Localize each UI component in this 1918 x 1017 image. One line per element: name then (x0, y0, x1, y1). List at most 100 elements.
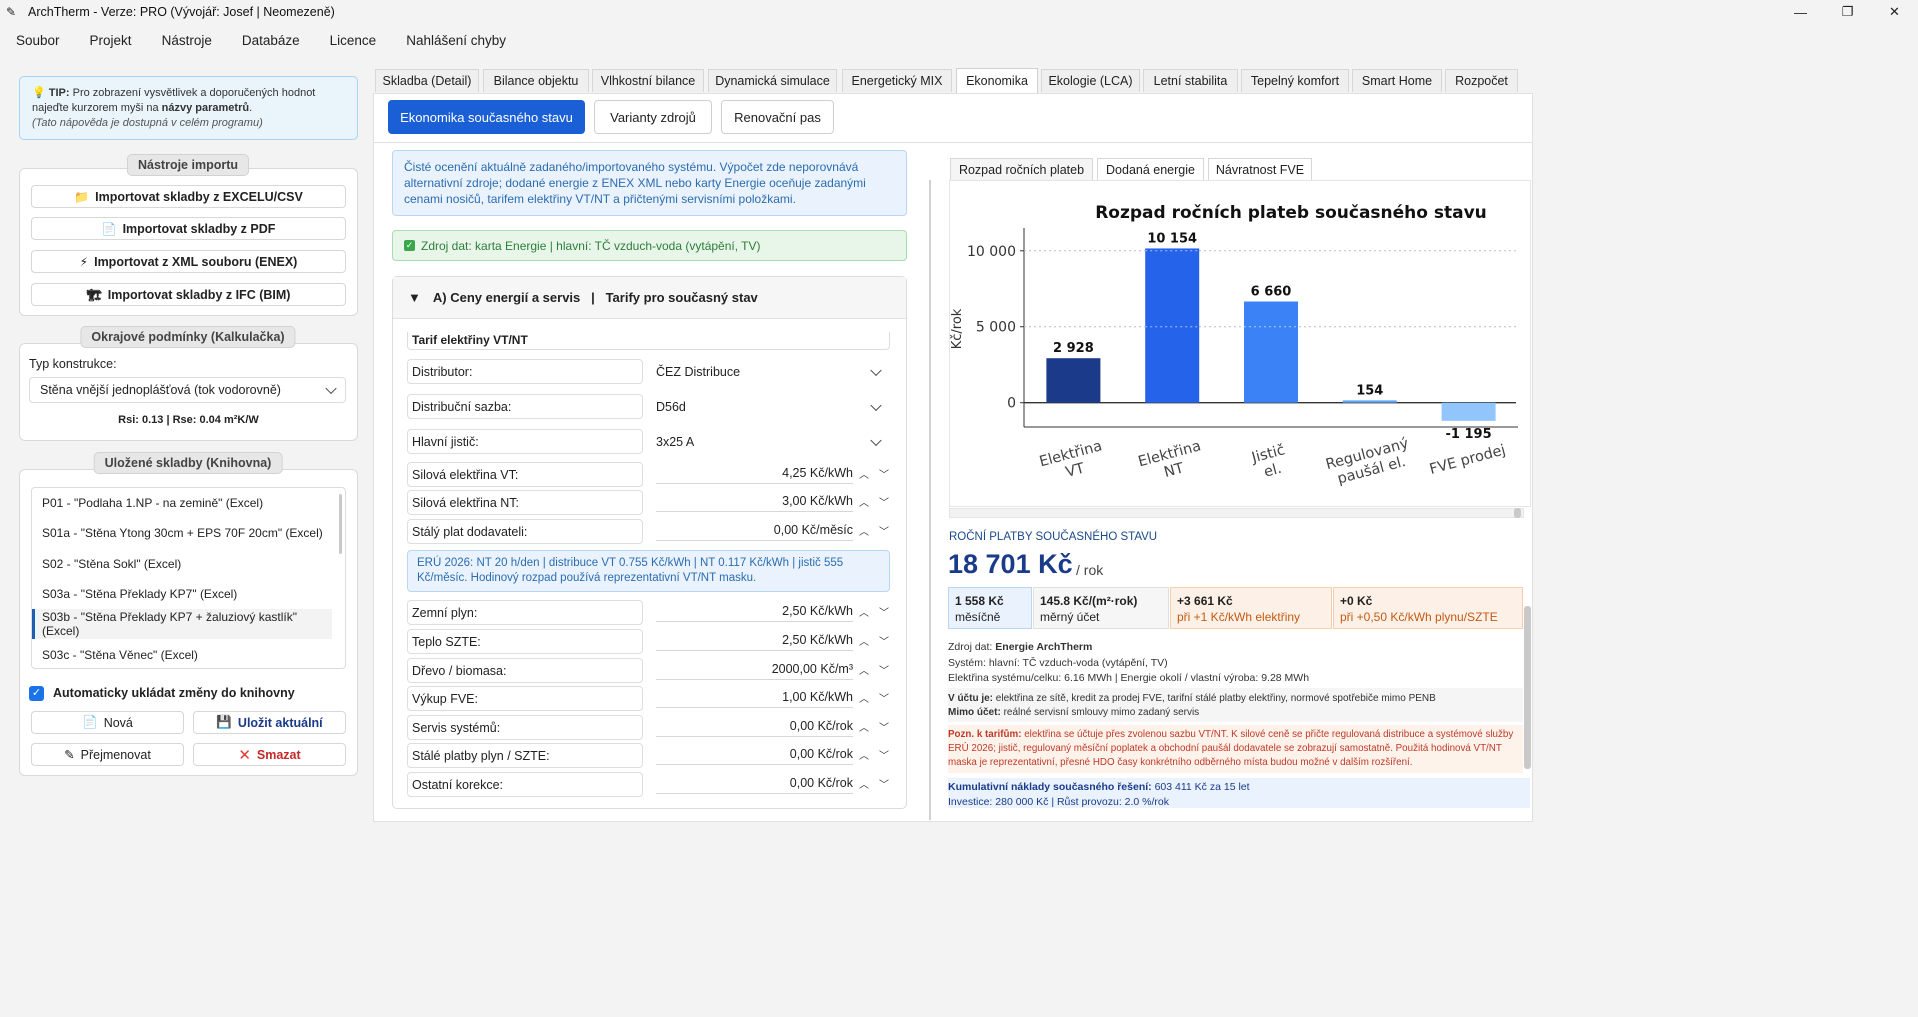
new-button[interactable]: 📄 Nová (31, 711, 184, 734)
korekce-stepper[interactable]: ︿ ﹀ (859, 773, 889, 794)
maximize-icon[interactable]: ❐ (1841, 4, 1854, 19)
nt-stepper[interactable]: ︿ ﹀ (859, 491, 889, 512)
menu-projekt[interactable]: Projekt (89, 32, 132, 48)
chevron-down-icon[interactable]: ﹀ (879, 470, 889, 481)
tab-bilance[interactable]: Bilance objektu (483, 69, 589, 92)
tab-dynamicka[interactable]: Dynamická simulace (708, 69, 837, 92)
list-item[interactable]: S02 - "Stěna Sokl" (Excel) (42, 557, 182, 571)
save-button[interactable]: 💾 Uložit aktuální (193, 711, 346, 734)
autosave-checkbox[interactable]: ✓ (29, 686, 44, 701)
staly-plat-stepper[interactable]: ︿ ﹀ (859, 520, 889, 541)
list-item[interactable]: S03a - "Stěna Překlady KP7" (Excel) (42, 587, 238, 601)
import-excel-button[interactable]: 📁 Importovat skladby z EXCELU/CSV (31, 185, 346, 208)
menu-databaze[interactable]: Databáze (241, 32, 300, 48)
kpi-electricity-label: při +1 Kč/kWh elektřiny (1177, 610, 1301, 624)
close-icon[interactable]: ✕ (1889, 4, 1900, 19)
chart-scrollbar-v[interactable] (1514, 508, 1521, 518)
chevron-down-icon[interactable]: ﹀ (879, 780, 889, 791)
fve-input[interactable]: 1,00 Kč/kWh (656, 687, 853, 708)
korekce-input[interactable]: 0,00 Kč/rok (656, 773, 853, 794)
chevron-up-icon[interactable]: ︿ (859, 637, 869, 648)
chevron-up-icon[interactable]: ︿ (859, 780, 869, 791)
subtab-ekonomika-stavu[interactable]: Ekonomika současného stavu (388, 100, 585, 134)
stale-platby-input[interactable]: 0,00 Kč/rok (656, 744, 853, 765)
jistic-select[interactable]: 3x25 A (646, 429, 890, 455)
data-label: 10 154 (1147, 231, 1197, 246)
chevron-up-icon[interactable]: ︿ (859, 498, 869, 509)
staly-plat-input[interactable]: 0,00 Kč/měsíc (656, 520, 853, 541)
tab-tepelny-komfort[interactable]: Tepelný komfort (1241, 69, 1349, 92)
library-list[interactable]: P01 - "Podlaha 1.NP - na zemině" (Excel)… (31, 487, 346, 669)
plyn-stepper[interactable]: ︿ ﹀ (859, 601, 889, 622)
list-scrollbar[interactable] (339, 494, 342, 554)
chart-tab-rozpad[interactable]: Rozpad ročních plateb (950, 158, 1093, 181)
delete-button[interactable]: ✕ Smazat (193, 743, 346, 766)
import-xml-button[interactable]: ⚡ Importovat z XML souboru (ENEX) (31, 250, 346, 273)
nt-input[interactable]: 3,00 Kč/kWh (656, 491, 853, 512)
data-label: 154 (1356, 383, 1383, 398)
menu-nastroje[interactable]: Nástroje (161, 32, 212, 48)
x-tick-label-line: NT (1162, 460, 1185, 481)
distributor-select[interactable]: ČEZ Distribuce (646, 359, 890, 385)
chevron-down-icon[interactable]: ﹀ (879, 666, 889, 677)
import-ifc-button[interactable]: 🏗 Importovat skladby z IFC (BIM) (31, 283, 346, 306)
panel-splitter[interactable] (929, 180, 931, 820)
chevron-down-icon[interactable]: ﹀ (879, 527, 889, 538)
construction-type-select[interactable]: Stěna vnější jednoplášťová (tok vodorovn… (29, 377, 346, 403)
drevo-stepper[interactable]: ︿ ﹀ (859, 659, 889, 680)
chevron-up-icon[interactable]: ︿ (859, 608, 869, 619)
menu-nahlaseni-chyby[interactable]: Nahlášení chyby (406, 32, 507, 48)
menu-licence[interactable]: Licence (329, 32, 377, 48)
chevron-down-icon[interactable]: ﹀ (879, 751, 889, 762)
vt-stepper[interactable]: ︿ ﹀ (859, 463, 889, 484)
stale-platby-stepper[interactable]: ︿ ﹀ (859, 744, 889, 765)
szte-stepper[interactable]: ︿ ﹀ (859, 630, 889, 651)
chevron-up-icon[interactable]: ︿ (859, 470, 869, 481)
sazba-select[interactable]: D56d (646, 394, 890, 420)
sazba-value: D56d (656, 400, 686, 414)
plyn-input[interactable]: 2,50 Kč/kWh (656, 601, 853, 622)
minimize-icon[interactable]: — (1794, 4, 1807, 20)
subtab-renovacni-pas[interactable]: Renovační pas (721, 100, 834, 134)
servis-input[interactable]: 0,00 Kč/rok (656, 716, 853, 737)
chart-tab-navratnost[interactable]: Návratnost FVE (1208, 158, 1312, 181)
chevron-down-icon[interactable]: ﹀ (879, 723, 889, 734)
servis-stepper[interactable]: ︿ ﹀ (859, 716, 889, 737)
list-item-selected[interactable]: S03b - "Stěna Překlady KP7 + žaluziový k… (32, 609, 332, 639)
section-a-header[interactable]: ▼ A) Ceny energií a servis | Tarify pro s… (393, 277, 906, 319)
out-account-label: Mimo účet: (948, 707, 1001, 718)
results-scrollbar[interactable] (1524, 606, 1531, 769)
tab-ekonomika[interactable]: Ekonomika (956, 68, 1038, 93)
list-item[interactable]: P01 - "Podlaha 1.NP - na zemině" (Excel) (42, 496, 264, 510)
chart-tab-dodana[interactable]: Dodaná energie (1097, 158, 1204, 181)
rename-button[interactable]: ✎ Přejmenovat (31, 743, 184, 766)
y-tick-label: 0 (1007, 396, 1016, 412)
list-item[interactable]: S03c - "Stěna Věnec" (Excel) (42, 648, 198, 662)
menu-soubor[interactable]: Soubor (16, 32, 60, 48)
document-icon: 📄 (101, 221, 117, 236)
chevron-up-icon[interactable]: ︿ (859, 694, 869, 705)
fve-stepper[interactable]: ︿ ﹀ (859, 687, 889, 708)
chevron-down-icon[interactable]: ﹀ (879, 694, 889, 705)
tab-skladba[interactable]: Skladba (Detail) (375, 69, 479, 92)
chevron-down-icon[interactable]: ﹀ (879, 637, 889, 648)
drevo-input[interactable]: 2000,00 Kč/m³ (656, 659, 853, 680)
vt-input[interactable]: 4,25 Kč/kWh (656, 463, 853, 484)
subtab-varianty-zdroju[interactable]: Varianty zdrojů (594, 100, 712, 134)
tab-ekologie[interactable]: Ekologie (LCA) (1041, 69, 1140, 92)
chevron-down-icon[interactable]: ﹀ (879, 498, 889, 509)
tab-letni-stabilita[interactable]: Letní stabilita (1143, 69, 1238, 92)
import-pdf-button[interactable]: 📄 Importovat skladby z PDF (31, 217, 346, 240)
chevron-up-icon[interactable]: ︿ (859, 751, 869, 762)
chart-scrollbar-h[interactable] (949, 508, 1524, 518)
tab-energeticky-mix[interactable]: Energetický MIX (842, 69, 952, 92)
szte-input[interactable]: 2,50 Kč/kWh (656, 630, 853, 651)
chevron-up-icon[interactable]: ︿ (859, 666, 869, 677)
tab-rozpocet[interactable]: Rozpočet (1445, 69, 1518, 92)
tab-smart-home[interactable]: Smart Home (1352, 69, 1442, 92)
chevron-up-icon[interactable]: ︿ (859, 723, 869, 734)
tab-vlhkostni[interactable]: Vlhkostní bilance (592, 69, 704, 92)
chevron-down-icon[interactable]: ﹀ (879, 608, 889, 619)
chevron-up-icon[interactable]: ︿ (859, 527, 869, 538)
list-item[interactable]: S01a - "Stěna Ytong 30cm + EPS 70F 20cm"… (42, 526, 323, 540)
